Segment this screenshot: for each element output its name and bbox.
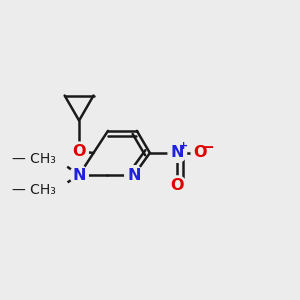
Circle shape: [70, 142, 88, 161]
Text: O: O: [194, 146, 207, 160]
Text: O: O: [171, 178, 184, 193]
Circle shape: [125, 166, 143, 184]
Text: +: +: [179, 142, 188, 152]
Text: — CH₃: — CH₃: [12, 152, 56, 166]
Text: N: N: [127, 167, 141, 182]
Text: N: N: [72, 167, 86, 182]
Circle shape: [168, 143, 187, 162]
Text: O: O: [72, 144, 86, 159]
Circle shape: [168, 176, 187, 195]
Text: N: N: [171, 146, 184, 160]
Text: −: −: [201, 140, 214, 155]
Circle shape: [70, 166, 88, 184]
Circle shape: [43, 176, 69, 203]
Circle shape: [191, 143, 210, 162]
Circle shape: [43, 146, 69, 172]
Text: — CH₃: — CH₃: [12, 183, 56, 197]
